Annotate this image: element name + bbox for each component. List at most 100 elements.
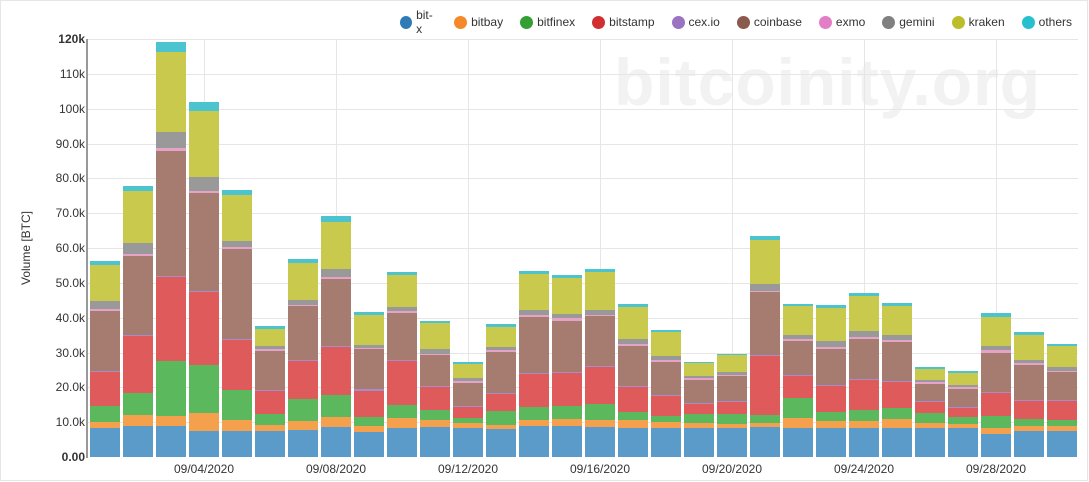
bar-segment-exmo[interactable] bbox=[1047, 370, 1077, 373]
bar-segment-kraken[interactable] bbox=[354, 314, 384, 345]
bar-segment-bitbay[interactable] bbox=[189, 412, 219, 431]
bar-segment-cex-io[interactable] bbox=[651, 394, 681, 396]
bar-segment-cex-io[interactable] bbox=[222, 338, 252, 340]
bar-segment-gemini[interactable] bbox=[1014, 359, 1044, 364]
bar-segment-gemini[interactable] bbox=[321, 268, 351, 278]
bar-segment-coinbase[interactable] bbox=[90, 310, 120, 372]
bar-segment-bit-x[interactable] bbox=[486, 429, 516, 457]
bar-09-09-2020[interactable] bbox=[354, 311, 384, 457]
bar-segment-cex-io[interactable] bbox=[519, 372, 549, 374]
bar-segment-bitbay[interactable] bbox=[684, 422, 714, 429]
bar-09-21-2020[interactable] bbox=[750, 236, 780, 457]
bar-segment-cex-io[interactable] bbox=[453, 405, 483, 407]
bar-segment-kraken[interactable] bbox=[816, 307, 846, 342]
bar-segment-bitstamp[interactable] bbox=[1014, 400, 1044, 420]
bar-segment-exmo[interactable] bbox=[1014, 363, 1044, 366]
bar-segment-cex-io[interactable] bbox=[684, 402, 714, 404]
bar-segment-kraken[interactable] bbox=[882, 305, 912, 336]
bar-segment-kraken[interactable] bbox=[387, 275, 417, 307]
bar-segment-bitstamp[interactable] bbox=[420, 386, 450, 411]
bar-segment-bitstamp[interactable] bbox=[255, 390, 285, 415]
bar-09-25-2020[interactable] bbox=[882, 303, 912, 457]
bar-segment-bitfinex[interactable] bbox=[552, 405, 582, 420]
bar-09-07-2020[interactable] bbox=[288, 259, 318, 457]
bar-segment-bitstamp[interactable] bbox=[849, 380, 879, 411]
bar-segment-bitbay[interactable] bbox=[882, 419, 912, 428]
bar-segment-cex-io[interactable] bbox=[717, 400, 747, 402]
bar-segment-bitbay[interactable] bbox=[1014, 425, 1044, 432]
bar-segment-bitstamp[interactable] bbox=[288, 360, 318, 399]
bar-09-16-2020[interactable] bbox=[585, 268, 615, 457]
bar-segment-exmo[interactable] bbox=[222, 247, 252, 250]
bar-segment-cex-io[interactable] bbox=[585, 365, 615, 367]
bar-segment-gemini[interactable] bbox=[651, 356, 681, 360]
bar-segment-bit-x[interactable] bbox=[1047, 431, 1077, 457]
bar-segment-bit-x[interactable] bbox=[420, 427, 450, 457]
bar-segment-bit-x[interactable] bbox=[255, 430, 285, 457]
bar-segment-coinbase[interactable] bbox=[783, 341, 813, 375]
bar-segment-exmo[interactable] bbox=[783, 339, 813, 342]
bar-segment-cex-io[interactable] bbox=[552, 372, 582, 374]
bar-segment-kraken[interactable] bbox=[585, 271, 615, 311]
bar-segment-others[interactable] bbox=[1014, 332, 1044, 336]
bar-segment-bitfinex[interactable] bbox=[651, 415, 681, 422]
bar-segment-bit-x[interactable] bbox=[618, 428, 648, 457]
bar-segment-kraken[interactable] bbox=[321, 221, 351, 269]
bar-09-08-2020[interactable] bbox=[321, 216, 351, 457]
bar-segment-exmo[interactable] bbox=[585, 314, 615, 317]
bar-segment-kraken[interactable] bbox=[651, 332, 681, 357]
bar-segment-others[interactable] bbox=[453, 361, 483, 364]
bar-segment-bitstamp[interactable] bbox=[816, 385, 846, 413]
bar-segment-cex-io[interactable] bbox=[288, 359, 318, 361]
bar-segment-cex-io[interactable] bbox=[321, 346, 351, 348]
bar-segment-bitfinex[interactable] bbox=[123, 392, 153, 415]
bar-segment-cex-io[interactable] bbox=[1014, 399, 1044, 401]
bar-segment-kraken[interactable] bbox=[717, 355, 747, 373]
bar-segment-bitfinex[interactable] bbox=[486, 411, 516, 425]
bar-segment-bit-x[interactable] bbox=[915, 427, 945, 457]
bar-segment-bit-x[interactable] bbox=[783, 427, 813, 457]
bar-segment-coinbase[interactable] bbox=[849, 338, 879, 380]
bar-segment-coinbase[interactable] bbox=[684, 380, 714, 403]
bar-segment-others[interactable] bbox=[915, 366, 945, 369]
bar-segment-exmo[interactable] bbox=[387, 311, 417, 313]
bar-segment-cex-io[interactable] bbox=[486, 393, 516, 395]
bar-segment-others[interactable] bbox=[783, 303, 813, 307]
bar-segment-kraken[interactable] bbox=[684, 363, 714, 376]
bar-segment-bit-x[interactable] bbox=[552, 426, 582, 457]
bar-segment-gemini[interactable] bbox=[387, 306, 417, 312]
bar-segment-exmo[interactable] bbox=[156, 148, 186, 151]
bar-segment-others[interactable] bbox=[156, 41, 186, 52]
bar-segment-coinbase[interactable] bbox=[816, 349, 846, 385]
bar-segment-others[interactable] bbox=[255, 326, 285, 330]
bar-segment-bitbay[interactable] bbox=[288, 420, 318, 431]
bar-segment-bitbay[interactable] bbox=[717, 423, 747, 429]
bar-segment-bitbay[interactable] bbox=[123, 414, 153, 426]
bar-segment-kraken[interactable] bbox=[90, 265, 120, 302]
bar-segment-gemini[interactable] bbox=[585, 310, 615, 315]
legend-item-coinbase[interactable]: coinbase bbox=[736, 15, 802, 29]
bar-segment-bitbay[interactable] bbox=[486, 424, 516, 430]
bar-segment-bitstamp[interactable] bbox=[387, 361, 417, 405]
bar-segment-coinbase[interactable] bbox=[1047, 372, 1077, 400]
bar-segment-exmo[interactable] bbox=[552, 318, 582, 321]
bar-segment-bitstamp[interactable] bbox=[486, 394, 516, 412]
bar-segment-bitbay[interactable] bbox=[585, 419, 615, 427]
bar-segment-bitbay[interactable] bbox=[90, 422, 120, 429]
bar-segment-bitstamp[interactable] bbox=[519, 373, 549, 407]
bar-segment-exmo[interactable] bbox=[255, 349, 285, 351]
bar-segment-bitbay[interactable] bbox=[453, 423, 483, 429]
bar-segment-gemini[interactable] bbox=[981, 345, 1011, 351]
bar-segment-bit-x[interactable] bbox=[387, 428, 417, 457]
bar-segment-coinbase[interactable] bbox=[882, 342, 912, 382]
bar-segment-bitstamp[interactable] bbox=[1047, 400, 1077, 421]
legend-item-kraken[interactable]: kraken bbox=[951, 15, 1005, 29]
bar-segment-bitfinex[interactable] bbox=[453, 418, 483, 424]
bar-segment-bit-x[interactable] bbox=[948, 428, 978, 457]
bar-segment-kraken[interactable] bbox=[948, 373, 978, 386]
bar-segment-exmo[interactable] bbox=[750, 290, 780, 293]
bar-segment-exmo[interactable] bbox=[486, 350, 516, 352]
bar-09-27-2020[interactable] bbox=[948, 371, 978, 457]
bar-segment-coinbase[interactable] bbox=[354, 349, 384, 390]
bar-segment-others[interactable] bbox=[849, 293, 879, 297]
